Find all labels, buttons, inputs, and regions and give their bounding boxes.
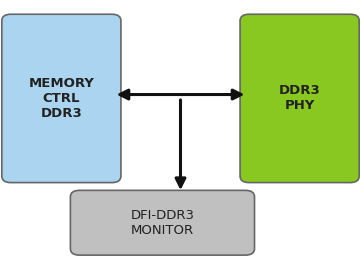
Text: DFI-DDR3
MONITOR: DFI-DDR3 MONITOR bbox=[130, 209, 195, 237]
FancyBboxPatch shape bbox=[70, 190, 255, 255]
FancyBboxPatch shape bbox=[240, 14, 359, 183]
Text: DDR3
PHY: DDR3 PHY bbox=[279, 84, 321, 112]
Text: MEMORY
CTRL
DDR3: MEMORY CTRL DDR3 bbox=[29, 77, 94, 120]
FancyBboxPatch shape bbox=[2, 14, 121, 183]
